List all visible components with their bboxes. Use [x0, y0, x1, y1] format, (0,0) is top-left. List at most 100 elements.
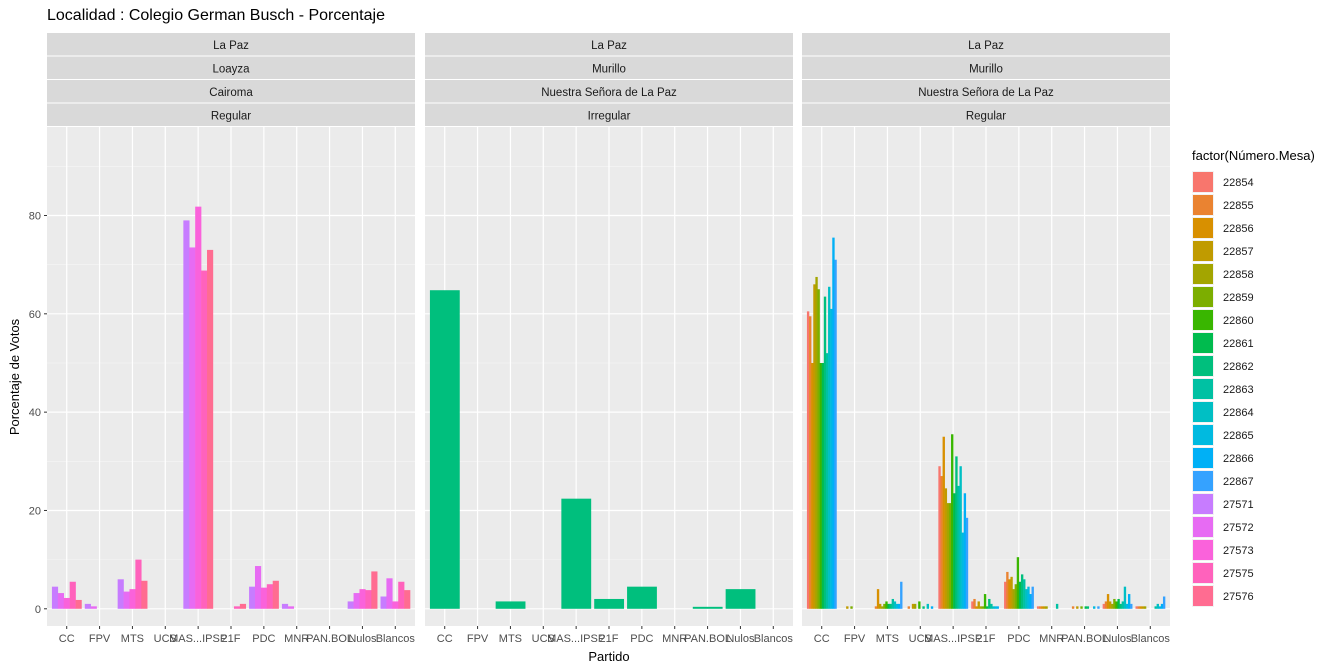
bar-22865-PDC — [1027, 586, 1030, 609]
bar-22859-PAN.BOL — [1080, 606, 1083, 609]
bar-22867-MTS — [900, 581, 903, 609]
bar-22862-21F — [988, 598, 991, 609]
facet-strip-label: Regular — [211, 110, 251, 122]
y-axis: 0 20 40 60 80 — [29, 210, 47, 616]
facet-strip — [47, 103, 415, 126]
bar-22862-CC — [429, 290, 460, 609]
legend-key-22857 — [1193, 241, 1213, 261]
x-tick-label: MTS — [876, 633, 899, 645]
bar-22862-MTS — [495, 601, 526, 609]
bar-22854-MNR — [1036, 606, 1040, 609]
bar-27572-CC — [57, 593, 65, 609]
x-tick-label: 21F — [222, 633, 241, 645]
bar-22861-21F — [986, 606, 989, 609]
bar-22857-MAS...IPSP — [944, 488, 948, 609]
facet-strip — [802, 103, 1170, 126]
bar-22855-UCS — [907, 606, 910, 609]
facet-strip-label: Cairoma — [209, 87, 253, 99]
x-tick-label: 21F — [977, 633, 996, 645]
facet-strip — [802, 80, 1170, 103]
facet-strip-label: La Paz — [968, 40, 1004, 52]
bar-22862-CC — [823, 296, 827, 609]
legend-label: 22856 — [1223, 223, 1254, 235]
legend-key-22861 — [1193, 333, 1213, 353]
bar-22866-MAS...IPSP — [963, 493, 967, 609]
bar-22855-MAS...IPSP — [940, 476, 943, 609]
legend: factor(Número.Mesa) 22854 22855 22856 22857… — [1192, 148, 1315, 607]
bar-22864-MTS — [893, 601, 897, 609]
bar-27575-PDC — [266, 584, 273, 609]
facet-strip — [47, 33, 415, 56]
x-tick-label: MNR — [284, 633, 309, 645]
legend-key-27572 — [1193, 517, 1213, 537]
bar-22866-CC — [832, 237, 835, 609]
x-tick-label: PDC — [630, 633, 653, 645]
legend-key-22854 — [1193, 172, 1213, 192]
bar-22865-CC — [830, 308, 833, 609]
x-tick-label: MTS — [121, 633, 144, 645]
bar-27571-MTS — [117, 579, 124, 609]
x-tick-label: Blancos — [754, 633, 794, 645]
bar-22854-Blancos — [1135, 606, 1138, 609]
legend-key-22855 — [1193, 195, 1213, 215]
bar-22863-PDC — [1023, 579, 1026, 609]
bar-22857-CC — [813, 284, 816, 609]
bar-22866-Blancos — [1160, 603, 1164, 609]
x-tick-label: FPV — [467, 633, 489, 645]
bar-22864-PDC — [1025, 589, 1028, 609]
bar-22866-Nulos — [1127, 594, 1131, 609]
bar-22857-PDC — [1010, 576, 1013, 609]
legend-key-22862 — [1193, 356, 1213, 376]
facet-panel-3: La Paz Murillo Nuestra Señora de La Paz Reg… — [802, 33, 1170, 645]
bar-22864-Nulos — [1123, 586, 1127, 609]
bar-22855-PDC — [1006, 571, 1009, 609]
bar-22860-Nulos — [1115, 601, 1118, 609]
bar-22867-PDC — [1031, 586, 1034, 609]
bar-27573-MTS — [129, 589, 136, 609]
bar-22860-CC — [819, 362, 822, 609]
legend-title: factor(Número.Mesa) — [1192, 148, 1315, 163]
legend-label: 22855 — [1223, 200, 1254, 212]
bar-27576-Blancos — [404, 590, 411, 609]
bar-22856-MNR — [1041, 606, 1044, 609]
x-tick-label: PAN.BOL — [306, 633, 353, 645]
facet-strip — [425, 56, 793, 79]
bar-27572-Blancos — [386, 578, 393, 609]
bar-22859-Nulos — [1113, 598, 1116, 609]
legend-key-27576 — [1193, 586, 1213, 606]
bar-22862-MTS — [889, 603, 892, 609]
bar-22858-CC — [815, 276, 818, 609]
legend-label: 22859 — [1223, 292, 1254, 304]
x-tick-label: PAN.BOL — [1061, 633, 1108, 645]
bar-22866-MTS — [897, 603, 901, 609]
bar-27571-PDC — [249, 586, 256, 609]
bar-22863-CC — [825, 353, 829, 609]
bar-22859-PDC — [1014, 584, 1017, 609]
bar-22863-Blancos — [1154, 606, 1157, 609]
bar-22855-Blancos — [1137, 606, 1140, 609]
bar-22856-PDC — [1008, 579, 1011, 609]
x-tick-label: Blancos — [1131, 633, 1171, 645]
bar-27571-MNR — [281, 603, 289, 609]
bar-22863-21F — [990, 603, 993, 609]
legend-key-27575 — [1193, 563, 1213, 583]
bar-27572-PDC — [254, 566, 262, 609]
bar-27575-Blancos — [398, 581, 405, 609]
bar-22858-MAS...IPSP — [946, 503, 950, 609]
bar-22862-PDC — [627, 586, 657, 609]
bar-22861-MTS — [887, 603, 890, 609]
bar-22854-MAS...IPSP — [938, 466, 941, 609]
bar-22867-Nulos — [1130, 603, 1133, 609]
bar-22865-21F — [994, 606, 997, 609]
bar-27576-21F — [239, 603, 247, 609]
bar-22855-MTS — [874, 606, 878, 609]
bar-27571-FPV — [84, 603, 91, 609]
chart-title: Localidad : Colegio German Busch - Porce… — [47, 7, 385, 24]
x-tick-label: MAS...IPSP — [169, 633, 227, 645]
bar-27575-Nulos — [365, 590, 372, 609]
bar-22856-CC — [811, 362, 814, 609]
facet-panel-2: La Paz Murillo Nuestra Señora de La Paz Irr… — [425, 33, 793, 645]
x-tick-label: MNR — [662, 633, 687, 645]
